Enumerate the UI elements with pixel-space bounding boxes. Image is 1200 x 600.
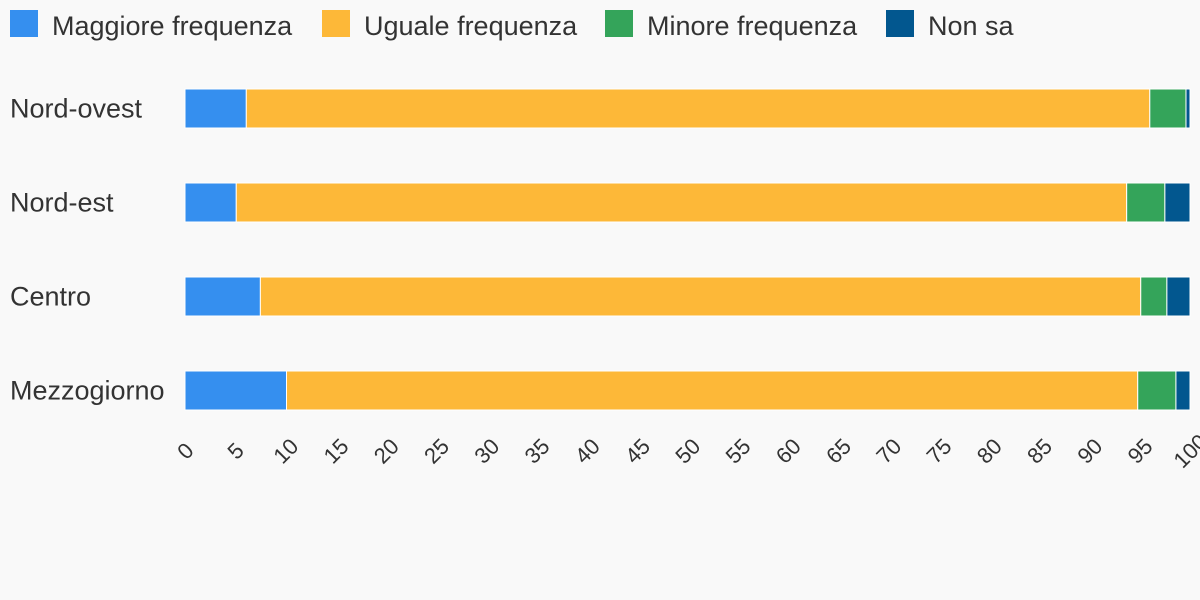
x-tick-label: 55 xyxy=(721,434,756,469)
bar-segment[interactable] xyxy=(259,276,1142,317)
bars xyxy=(184,88,1191,411)
bar-segment[interactable] xyxy=(1185,88,1191,129)
category-label: Mezzogiorno xyxy=(10,376,165,406)
bar-segment[interactable] xyxy=(184,182,237,223)
legend: Maggiore frequenza Uguale frequenza Minore… xyxy=(10,10,1015,41)
bar-segment[interactable] xyxy=(184,88,247,129)
bar-row xyxy=(184,276,1191,317)
x-tick-label: 10 xyxy=(268,434,303,469)
x-tick-label: 50 xyxy=(670,434,705,469)
legend-swatch xyxy=(10,10,38,37)
bar-segment[interactable] xyxy=(235,182,1128,223)
legend-item-uguale-frequenza[interactable]: Uguale frequenza xyxy=(322,10,578,41)
bar-segment[interactable] xyxy=(1126,182,1166,223)
x-tick-label: 100 xyxy=(1169,429,1200,473)
legend-swatch xyxy=(322,10,350,37)
x-tick-label: 70 xyxy=(871,434,906,469)
x-tick-label: 45 xyxy=(620,434,655,469)
x-tick-label: 80 xyxy=(972,434,1007,469)
bar-segment[interactable] xyxy=(1166,276,1191,317)
bar-segment[interactable] xyxy=(1149,88,1187,129)
bar-row xyxy=(184,182,1191,223)
bar-row xyxy=(184,88,1191,129)
category-label: Centro xyxy=(10,282,91,312)
x-tick-label: 25 xyxy=(419,434,454,469)
legend-label: Uguale frequenza xyxy=(364,11,578,41)
legend-item-maggiore-frequenza[interactable]: Maggiore frequenza xyxy=(10,10,293,41)
bar-row xyxy=(184,370,1191,411)
bar-segment[interactable] xyxy=(184,370,288,411)
x-tick-label: 35 xyxy=(520,434,555,469)
bar-segment[interactable] xyxy=(1164,182,1191,223)
bar-segment[interactable] xyxy=(1140,276,1168,317)
x-tick-label: 20 xyxy=(369,434,404,469)
x-tick-label: 15 xyxy=(319,434,354,469)
legend-label: Maggiore frequenza xyxy=(52,11,293,41)
x-tick-label: 95 xyxy=(1123,434,1158,469)
x-tick-label: 0 xyxy=(172,438,198,464)
legend-item-minore-frequenza[interactable]: Minore frequenza xyxy=(605,10,858,41)
x-tick-label: 75 xyxy=(922,434,957,469)
x-axis: 0 5 10 15 20 25 30 35 40 45 50 55 60 65 70 75 80 85 90 95 10… xyxy=(172,429,1200,473)
legend-label: Minore frequenza xyxy=(647,11,858,41)
category-label: Nord-ovest xyxy=(10,94,143,124)
bar-segment[interactable] xyxy=(245,88,1151,129)
category-labels: Nord-ovest Nord-est Centro Mezzogiorno xyxy=(10,94,165,406)
bar-segment[interactable] xyxy=(184,276,261,317)
x-tick-label: 90 xyxy=(1072,434,1107,469)
category-label: Nord-est xyxy=(10,188,114,218)
x-tick-label: 30 xyxy=(469,434,504,469)
x-tick-label: 85 xyxy=(1022,434,1057,469)
bar-segment[interactable] xyxy=(1175,370,1191,411)
x-tick-label: 60 xyxy=(771,434,806,469)
legend-swatch xyxy=(886,10,914,37)
bar-segment[interactable] xyxy=(286,370,1139,411)
legend-swatch xyxy=(605,10,633,37)
legend-label: Non sa xyxy=(928,11,1015,41)
x-tick-label: 40 xyxy=(570,434,605,469)
x-tick-label: 65 xyxy=(821,434,856,469)
legend-item-non-sa[interactable]: Non sa xyxy=(886,10,1015,41)
x-tick-label: 5 xyxy=(222,438,248,464)
bar-segment[interactable] xyxy=(1137,370,1177,411)
